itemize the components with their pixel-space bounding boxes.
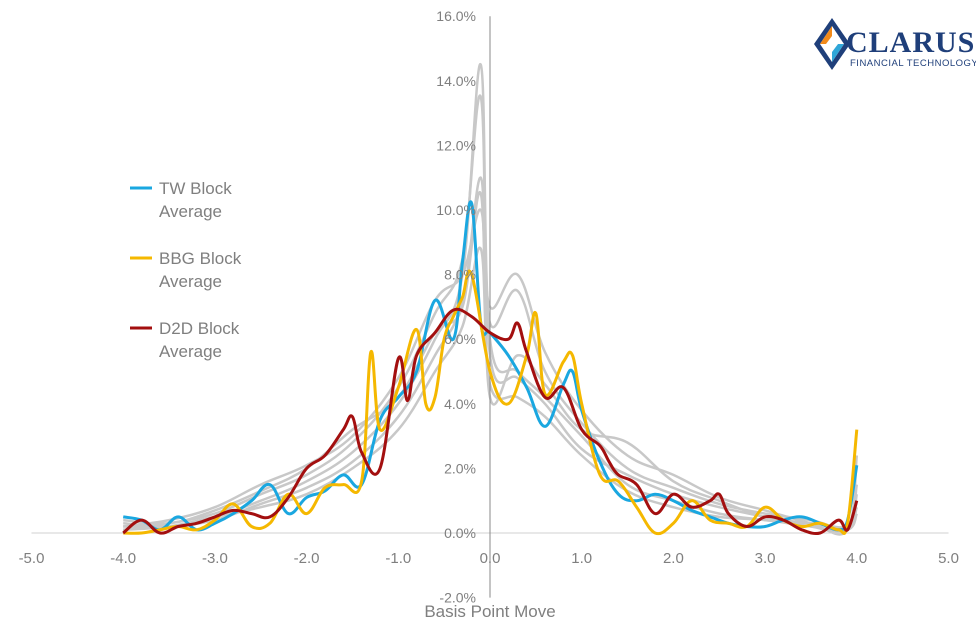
series-line-d2d-block-average bbox=[122, 307, 859, 536]
x-tick-label: -4.0 bbox=[110, 550, 136, 567]
legend-label: Average bbox=[159, 202, 222, 221]
x-tick-label: 1.0 bbox=[571, 550, 592, 567]
legend-label: BBG Block bbox=[159, 249, 242, 268]
y-tick-label: 16.0% bbox=[436, 8, 476, 24]
clarus-diamond-icon bbox=[814, 18, 850, 70]
axes bbox=[31, 16, 949, 598]
logo-tagline: FINANCIAL TECHNOLOGY bbox=[850, 58, 976, 69]
logo-wordmark: CLARUS bbox=[846, 26, 975, 59]
y-tick-label: 12.0% bbox=[436, 137, 476, 153]
clarus-logo: CLARUS FINANCIAL TECHNOLOGY bbox=[814, 18, 976, 70]
y-tick-label: 10.0% bbox=[436, 202, 476, 218]
x-tick-label: -1.0 bbox=[385, 550, 411, 567]
x-tick-label: -5.0 bbox=[19, 550, 45, 567]
series-line-bbg-block-average bbox=[123, 269, 859, 536]
x-tick-label: 4.0 bbox=[846, 550, 867, 567]
y-tick-label: 6.0% bbox=[444, 331, 476, 347]
x-tick-label: 3.0 bbox=[755, 550, 776, 567]
x-tick-label: -3.0 bbox=[202, 550, 228, 567]
y-tick-labels: -2.0% 0.0% 2.0% 4.0% 6.0% 8.0% 10.0% 12.0% 14.0%… bbox=[436, 8, 476, 605]
x-tick-labels: -5.0 -4.0 -3.0 -2.0 -1.0 0.0 1.0 2.0 3.0 4.0 5.0 bbox=[19, 550, 959, 567]
x-tick-label: -2.0 bbox=[294, 550, 320, 567]
legend-label: Average bbox=[159, 272, 222, 291]
y-tick-label: 0.0% bbox=[444, 525, 476, 541]
y-tick-label: 2.0% bbox=[444, 460, 476, 476]
y-tick-label: 8.0% bbox=[444, 267, 476, 283]
highlight-series-group bbox=[122, 200, 859, 536]
y-tick-label: 14.0% bbox=[436, 73, 476, 89]
y-tick-label: 4.0% bbox=[444, 396, 476, 412]
legend-label: TW Block bbox=[159, 179, 232, 198]
legend-label: Average bbox=[159, 342, 222, 361]
x-tick-label: 5.0 bbox=[938, 550, 959, 567]
x-tick-label: 0.0 bbox=[480, 550, 501, 567]
legend-item-tw-block-average: TW Block Average bbox=[130, 179, 232, 221]
legend-label: D2D Block bbox=[159, 319, 240, 338]
x-axis-title: Basis Point Move bbox=[424, 602, 555, 621]
x-tick-label: 2.0 bbox=[663, 550, 684, 567]
legend-item-bbg-block-average: BBG Block Average bbox=[130, 249, 242, 291]
y-tick-label: -2.0% bbox=[439, 590, 476, 606]
legend-item-d2d-block-average: D2D Block Average bbox=[130, 319, 240, 361]
